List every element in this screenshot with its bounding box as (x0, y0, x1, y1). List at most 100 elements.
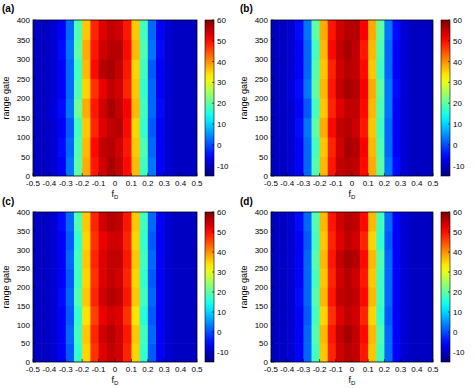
y-tick (33, 98, 36, 99)
colorbar-tick-label: 10 (217, 120, 226, 129)
cell (352, 231, 361, 250)
x-tick (180, 359, 181, 362)
colorbar-tick (212, 20, 214, 21)
cell (49, 343, 58, 362)
cell (58, 137, 67, 157)
cell (164, 343, 173, 362)
cell (131, 40, 140, 60)
cell (287, 306, 296, 325)
cell (90, 98, 99, 118)
cell (115, 59, 124, 79)
cell (82, 268, 91, 287)
x-tick-label: 0.4 (175, 179, 187, 188)
cell (148, 250, 157, 269)
cell (156, 157, 165, 177)
cell (271, 231, 280, 250)
y-tick-label: 100 (255, 321, 269, 330)
cell (58, 40, 67, 60)
cell (74, 98, 83, 118)
cell (156, 268, 165, 287)
cell (66, 306, 75, 325)
colorbar-tick-label: 30 (217, 78, 226, 87)
cell (33, 157, 42, 177)
colorbar-tick (448, 124, 450, 125)
cell (181, 306, 190, 325)
cell (156, 40, 165, 60)
cell (82, 231, 91, 250)
x-tick (131, 359, 132, 362)
cell (271, 40, 280, 60)
x-tick (49, 359, 50, 362)
x-tick-label: 0.2 (142, 365, 154, 374)
cell (360, 306, 369, 325)
cell (41, 250, 50, 269)
cell (74, 59, 83, 79)
x-tick-label: -0.3 (297, 179, 311, 188)
cell (90, 157, 99, 177)
cell (303, 231, 312, 250)
cell (303, 137, 312, 157)
cell (417, 118, 426, 138)
cells (33, 212, 197, 362)
cell (90, 79, 99, 99)
cell (295, 40, 304, 60)
cell (360, 98, 369, 118)
cell (409, 137, 418, 157)
x-tick (98, 359, 99, 362)
cell (368, 287, 377, 306)
cell (384, 157, 393, 177)
x-tick (115, 173, 116, 176)
cell (140, 40, 149, 60)
cell (320, 325, 329, 344)
cell (303, 287, 312, 306)
cell (58, 325, 67, 344)
cell (140, 212, 149, 231)
cell (336, 118, 345, 138)
y-tick (33, 39, 36, 40)
x-tick-label: -0.1 (329, 179, 343, 188)
y-tick (33, 137, 36, 138)
cell (295, 137, 304, 157)
cell (82, 79, 91, 99)
cell (376, 250, 385, 269)
y-tick (33, 156, 36, 157)
cell (352, 98, 361, 118)
cell (189, 79, 197, 99)
cell (189, 268, 197, 287)
cell (344, 118, 353, 138)
cell (312, 40, 321, 60)
cell (320, 212, 329, 231)
x-tick-label: -0.1 (92, 179, 106, 188)
cell (66, 20, 75, 40)
cell (107, 343, 116, 362)
y-tick (33, 212, 36, 213)
cell (425, 157, 433, 177)
cell (90, 325, 99, 344)
y-tick-label: 400 (255, 16, 269, 25)
cell (33, 325, 42, 344)
cell (99, 287, 108, 306)
cell (66, 231, 75, 250)
x-tick (303, 359, 304, 362)
colorbar-tick (448, 272, 450, 273)
cell (401, 40, 410, 60)
cell (148, 231, 157, 250)
cell (360, 287, 369, 306)
cell (107, 40, 116, 60)
cell (401, 137, 410, 157)
cell (401, 79, 410, 99)
cell (49, 79, 58, 99)
cell (41, 343, 50, 362)
colorbar-tick-label: 50 (453, 37, 462, 46)
cell (287, 287, 296, 306)
cell (181, 325, 190, 344)
cell (360, 250, 369, 269)
colorbar-tick-label: 60 (217, 16, 226, 25)
cell (107, 287, 116, 306)
cell (131, 306, 140, 325)
cell (279, 20, 288, 40)
x-tick (147, 173, 148, 176)
cell (336, 59, 345, 79)
colorbar-tick-label: 50 (217, 37, 226, 46)
cell (140, 20, 149, 40)
